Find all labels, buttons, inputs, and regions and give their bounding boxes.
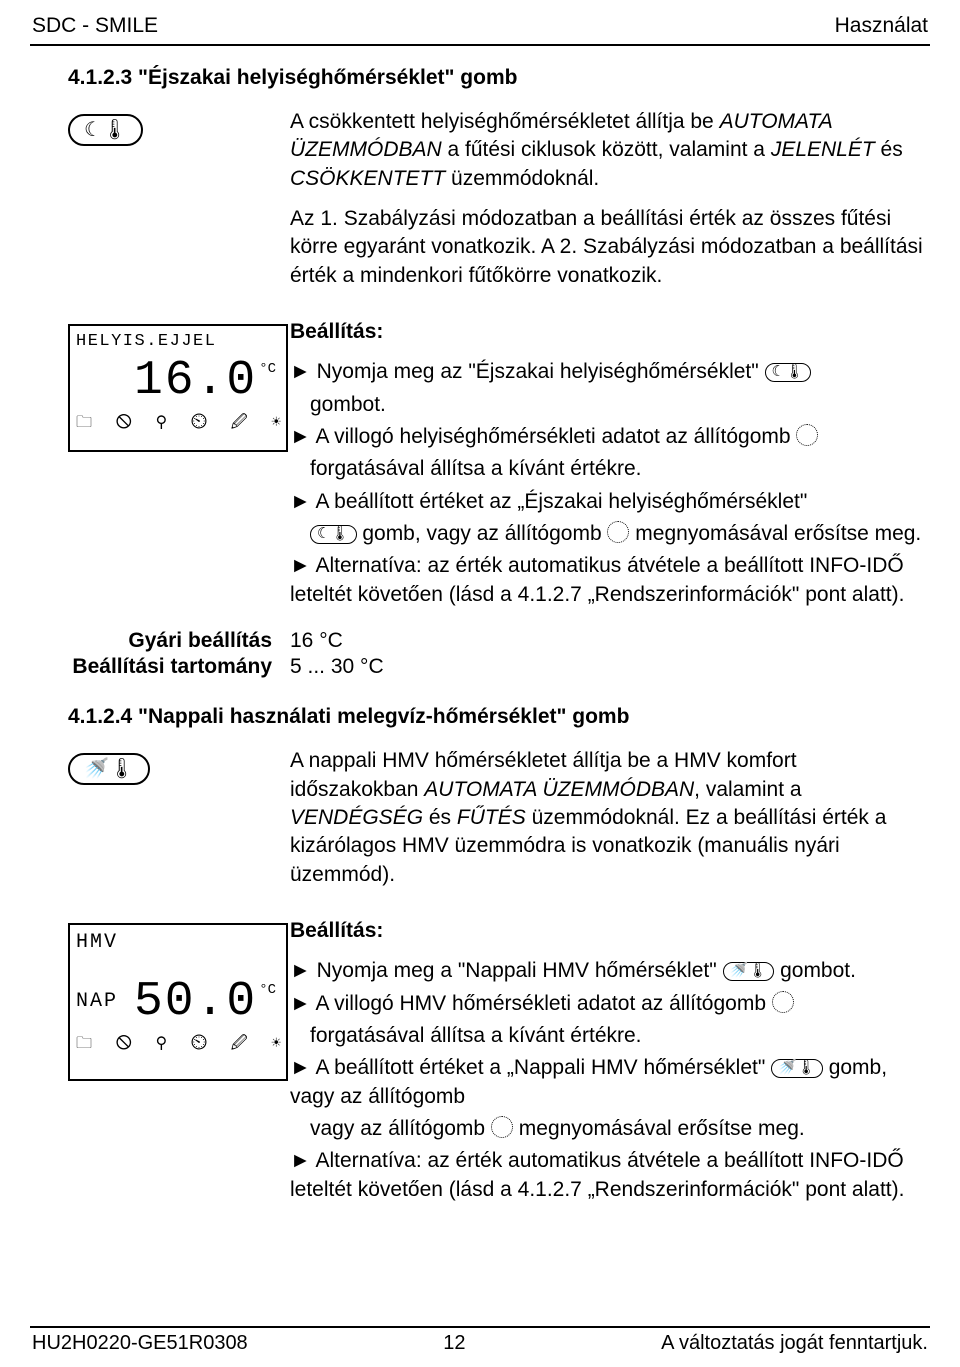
section2-intro: 🚿🌡 A nappali HMV hőmérsékletet állítja b… — [30, 747, 930, 901]
lcd2-line1: HMV — [70, 925, 286, 954]
section1-b2-cont: forgatásával állítsa a kívánt értékre. — [310, 455, 924, 483]
lcd1-icons: 🗀 🛇 ⚲ ⏲ 🖉 ☀ ☾ ⏻ — [70, 405, 286, 444]
range-label: Beállítási tartomány — [30, 655, 290, 679]
page-header: SDC - SMILE Használat — [30, 14, 930, 40]
section1-setting: HELYIS.EJJEL 16.0 °C 🗀 🛇 ⚲ ⏲ 🖉 ☀ ☾ ⏻ Beá… — [30, 318, 930, 613]
dial-icon — [491, 1116, 513, 1138]
section2-setting-title: Beállítás: — [290, 917, 924, 945]
section1-b4: ► Alternatíva: az érték automatikus átvé… — [290, 552, 924, 609]
section2-b2-cont: forgatásával állítsa a kívánt értékre. — [310, 1022, 924, 1050]
section2-b3: ► A beállított értéket a „Nappali HMV hő… — [290, 1054, 924, 1111]
section1-para1: A csökkentett helyiséghőmérsékletet állí… — [290, 108, 924, 193]
section1-table: Gyári beállítás 16 °C Beállítási tartomá… — [30, 629, 930, 679]
day-hmv-icon: 🚿🌡 — [771, 1059, 823, 1078]
range-value: 5 ... 30 °C — [290, 655, 930, 679]
section1-b3-cont: ☾🌡 gomb, vagy az állítógomb megnyomásáva… — [310, 520, 924, 548]
lcd2-icons: 🗀 🛇 ⚲ ⏲ 🖉 ☀ ☾ ⏻ — [70, 1026, 286, 1065]
dial-icon — [607, 521, 629, 543]
footer-center: 12 — [443, 1332, 465, 1355]
section1-b1: ► Nyomja meg az "Éjszakai helyiséghőmérs… — [290, 358, 924, 386]
section1-para2: Az 1. Szabályzási módozatban a beállítás… — [290, 205, 924, 290]
factory-label: Gyári beállítás — [30, 629, 290, 653]
section2-b1: ► Nyomja meg a "Nappali HMV hőmérséklet"… — [290, 957, 924, 985]
factory-value: 16 °C — [290, 629, 930, 653]
lcd-display-1: HELYIS.EJJEL 16.0 °C 🗀 🛇 ⚲ ⏲ 🖉 ☀ ☾ ⏻ — [68, 324, 288, 452]
page-footer: HU2H0220-GE51R0308 12 A változtatás jogá… — [30, 1316, 930, 1355]
section1-b1-cont: gombot. — [310, 391, 924, 419]
night-temp-button-icon: ☾🌡 — [68, 114, 143, 146]
section2-heading: 4.1.2.4 "Nappali használati melegvíz-hőm… — [68, 705, 930, 729]
lcd2-value: 50.0 — [134, 978, 257, 1026]
footer-right: A változtatás jogát fenntartjuk. — [661, 1332, 928, 1355]
header-right: Használat — [835, 14, 928, 38]
night-temp-icon: ☾🌡 — [310, 525, 357, 544]
lcd-display-2: HMV NAP 50.0 °C 🗀 🛇 ⚲ ⏲ 🖉 ☀ ☾ ⏻ — [68, 923, 288, 1081]
section2-para1: A nappali HMV hőmérsékletet állítja be a… — [290, 747, 924, 889]
section2-b2: ► A villogó HMV hőmérsékleti adatot az á… — [290, 990, 924, 1018]
dial-icon — [772, 991, 794, 1013]
footer-rule — [30, 1326, 930, 1328]
section2-b4: ► Alternatíva: az érték automatikus átvé… — [290, 1147, 924, 1204]
section1-setting-title: Beállítás: — [290, 318, 924, 346]
section1-b2: ► A villogó helyiséghőmérsékleti adatot … — [290, 423, 924, 451]
section1-intro: ☾🌡 A csökkentett helyiséghőmérsékletet á… — [30, 108, 930, 302]
lcd1-line1: HELYIS.EJJEL — [70, 326, 286, 351]
header-rule — [30, 44, 930, 46]
page: SDC - SMILE Használat 4.1.2.3 "Éjszakai … — [0, 0, 960, 1367]
night-temp-icon: ☾🌡 — [765, 363, 812, 382]
day-hmv-button-icon: 🚿🌡 — [68, 753, 150, 785]
section1-heading: 4.1.2.3 "Éjszakai helyiséghőmérséklet" g… — [68, 66, 930, 90]
section1-b3: ► A beállított értéket az „Éjszakai hely… — [290, 488, 924, 516]
day-hmv-icon: 🚿🌡 — [723, 962, 775, 981]
lcd2-nap: NAP — [76, 990, 118, 1013]
dial-icon — [796, 424, 818, 446]
lcd1-value: 16.0 — [134, 357, 257, 405]
section2-setting: HMV NAP 50.0 °C 🗀 🛇 ⚲ ⏲ 🖉 ☀ ☾ ⏻ Beállítá… — [30, 917, 930, 1208]
footer-left: HU2H0220-GE51R0308 — [32, 1332, 248, 1355]
lcd2-unit: °C — [257, 982, 276, 1026]
header-left: SDC - SMILE — [32, 14, 158, 38]
lcd1-unit: °C — [257, 361, 276, 405]
section2-b3-cont: gomb, vagy az állítógomb vagy az állítóg… — [310, 1115, 924, 1143]
